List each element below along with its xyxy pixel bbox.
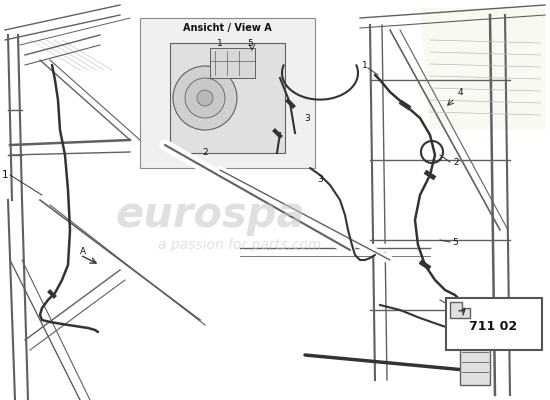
Text: 2: 2	[202, 148, 208, 157]
Bar	[140, 18, 315, 168]
Text: 2: 2	[453, 158, 459, 167]
Bar	[446, 298, 542, 350]
Text: 3: 3	[317, 175, 323, 184]
Polygon shape	[450, 302, 470, 318]
Text: 1: 1	[362, 61, 368, 70]
Bar	[460, 340, 490, 385]
Bar	[210, 48, 255, 78]
Text: 3: 3	[304, 114, 310, 123]
Text: 8: 8	[452, 301, 458, 310]
Circle shape	[173, 66, 237, 130]
Text: 1: 1	[2, 170, 8, 180]
Text: 2: 2	[454, 330, 460, 339]
Text: 5: 5	[457, 343, 463, 352]
Text: a passion for parts.com: a passion for parts.com	[158, 238, 322, 252]
Polygon shape	[420, 8, 545, 130]
Text: 5: 5	[247, 39, 253, 48]
Text: eurospa: eurospa	[115, 194, 305, 236]
Text: 711 02: 711 02	[469, 320, 517, 332]
Bar	[170, 43, 285, 153]
Circle shape	[197, 90, 213, 106]
Text: 5: 5	[452, 238, 458, 247]
Text: Ansicht / View A: Ansicht / View A	[183, 23, 272, 33]
Text: 1: 1	[217, 39, 223, 48]
Circle shape	[185, 78, 225, 118]
Text: A: A	[80, 248, 86, 256]
Text: 4: 4	[457, 88, 463, 97]
